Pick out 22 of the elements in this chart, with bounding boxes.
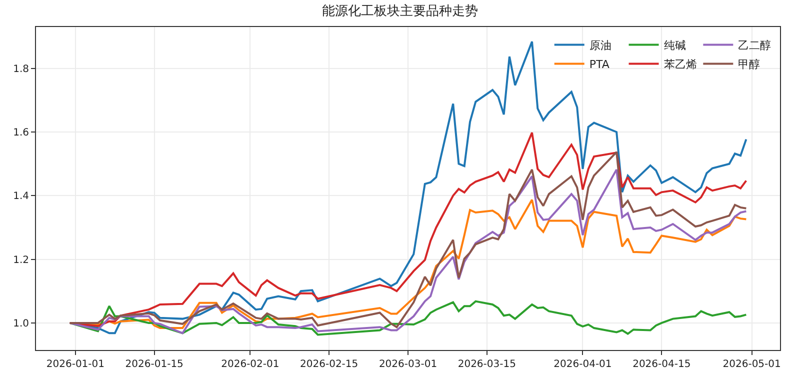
x-tick-label: 2026-02-01 — [221, 359, 280, 370]
legend-label: 甲醇 — [738, 58, 760, 72]
y-tick-label: 1.2 — [13, 254, 29, 266]
x-tick-label: 2026-04-01 — [554, 359, 612, 370]
y-tick-label: 1.0 — [13, 318, 29, 330]
y-tick-label: 1.6 — [13, 128, 29, 139]
x-tick-label: 2026-05-01 — [722, 359, 781, 370]
line-series — [68, 300, 748, 336]
x-tick-label: 2026-04-15 — [632, 359, 691, 370]
legend-label: PTA — [589, 58, 610, 72]
y-tick-label: 1.4 — [13, 191, 29, 202]
x-tick-label: 2026-01-01 — [46, 359, 105, 370]
chart-title: 能源化工板块主要品种走势 — [322, 2, 478, 19]
legend-label: 原油 — [589, 39, 612, 52]
x-tick-label: 2026-03-15 — [458, 359, 516, 370]
x-tick-label: 2026-01-15 — [125, 359, 184, 370]
y-tick-label: 1.8 — [13, 64, 29, 75]
x-tick-label: 2026-02-15 — [300, 359, 358, 370]
legend-label: 纯碱 — [664, 39, 686, 52]
legend-label: 乙二醇 — [738, 39, 772, 52]
x-tick-label: 2026-03-01 — [378, 359, 438, 370]
legend-label: 苯乙烯 — [664, 58, 697, 72]
